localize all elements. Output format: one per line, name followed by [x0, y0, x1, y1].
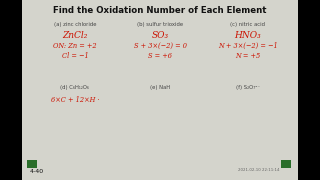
Bar — [27, 160, 37, 168]
Text: 6×C + 12×H ·: 6×C + 12×H · — [51, 96, 99, 104]
Text: S + 3×(−2) = 0: S + 3×(−2) = 0 — [133, 42, 187, 50]
Text: S = +6: S = +6 — [148, 52, 172, 60]
Text: Cl = −1: Cl = −1 — [62, 52, 88, 60]
Text: ZnCl₂: ZnCl₂ — [62, 31, 88, 40]
Text: ON: Zn = +2: ON: Zn = +2 — [53, 42, 97, 50]
Bar — [0, 0, 22, 180]
Text: (a) zinc chloride: (a) zinc chloride — [54, 22, 96, 27]
Text: SO₃: SO₃ — [151, 31, 169, 40]
Text: N = +5: N = +5 — [236, 52, 260, 60]
Text: (e) NaH: (e) NaH — [150, 85, 170, 90]
Text: 4-40: 4-40 — [30, 169, 44, 174]
Text: N + 3×(−2) = −1: N + 3×(−2) = −1 — [218, 42, 278, 50]
Text: HNO₃: HNO₃ — [235, 31, 261, 40]
Text: (b) sulfur trioxide: (b) sulfur trioxide — [137, 22, 183, 27]
Text: (c) nitric acid: (c) nitric acid — [230, 22, 266, 27]
Bar — [298, 0, 320, 180]
Text: (f) S₂O₇²⁻: (f) S₂O₇²⁻ — [236, 85, 260, 90]
Text: (d) C₆H₁₂O₆: (d) C₆H₁₂O₆ — [60, 85, 90, 90]
Text: 2021-02-10 22:11:14: 2021-02-10 22:11:14 — [238, 168, 280, 172]
Text: Find the Oxidation Number of Each Element: Find the Oxidation Number of Each Elemen… — [53, 6, 267, 15]
Bar — [281, 160, 291, 168]
